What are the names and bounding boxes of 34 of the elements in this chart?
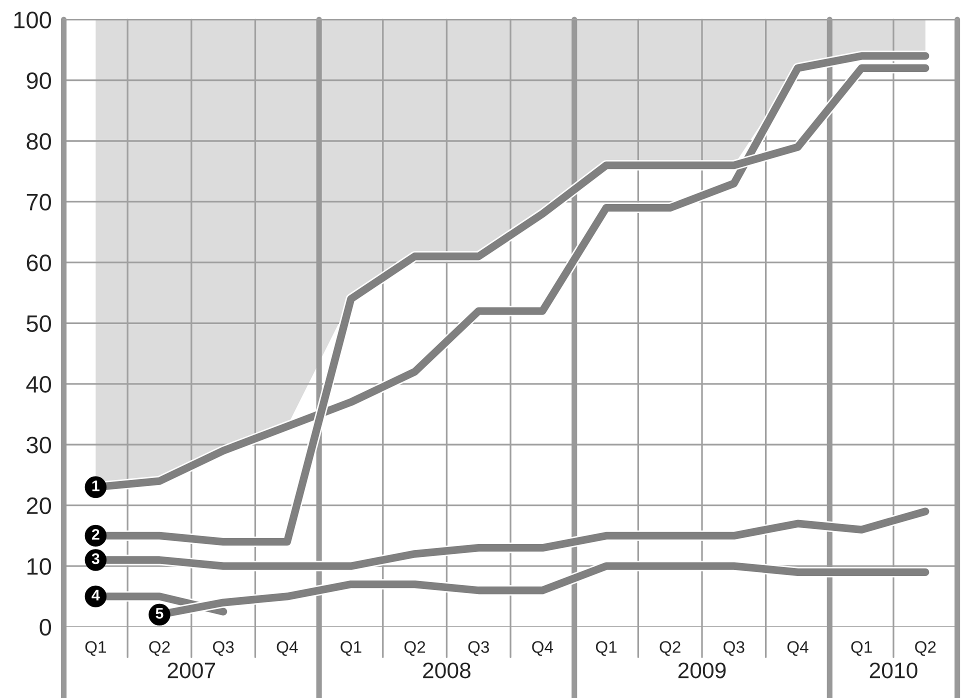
x-tick-label: Q4 [276, 641, 298, 656]
y-tick-label: 0 [40, 618, 52, 636]
y-tick-label: 80 [26, 133, 52, 150]
y-tick-label: 70 [26, 194, 52, 211]
text: 2010 [870, 662, 918, 678]
x-tick-label: Q1 [596, 641, 617, 656]
text: 2008 [423, 662, 470, 678]
text: 2009 [678, 662, 726, 678]
x-tick-label: Q3 [724, 641, 744, 656]
series-label: 3 [92, 553, 100, 564]
x-tick-label: Q3 [212, 641, 234, 656]
y-tick-label: 100 [14, 12, 52, 28]
x-tick-label: Q2 [915, 641, 936, 656]
x-tick-label: Q3 [468, 641, 490, 656]
series-label: 5 [156, 608, 164, 619]
y-tick-label: 90 [26, 72, 52, 90]
x-tick-label: Q2 [660, 641, 680, 656]
x-tick-label: Q4 [532, 641, 554, 656]
series-label: 1 [92, 480, 100, 492]
x-tick-label: Q2 [149, 641, 170, 656]
x-tick-label: Q2 [404, 641, 426, 656]
y-tick-label: 10 [27, 558, 52, 575]
y-tick-label: 20 [26, 497, 52, 514]
series-label: 2 [92, 529, 100, 540]
text: 2007 [168, 662, 216, 678]
series-label: 4 [92, 590, 100, 600]
y-tick-label: 30 [26, 436, 52, 454]
y-tick-label: 40 [26, 376, 52, 393]
x-tick-label: Q1 [851, 641, 872, 656]
x-tick-label: Q4 [787, 641, 808, 656]
y-tick-label: 60 [26, 254, 52, 272]
x-tick-label: Q1 [340, 641, 362, 656]
y-tick-label: 50 [26, 315, 52, 332]
x-tick-label: Q1 [85, 641, 106, 656]
